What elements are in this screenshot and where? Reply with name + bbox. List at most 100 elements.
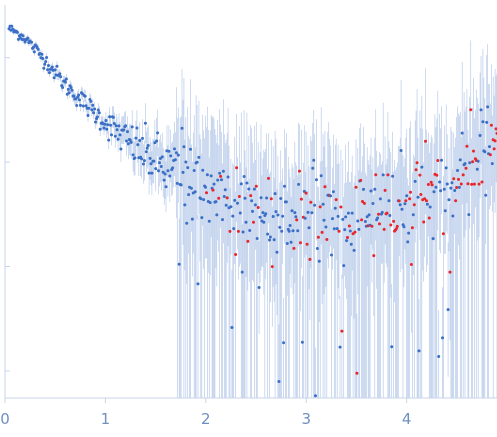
data-point bbox=[388, 214, 392, 217]
data-point-negative bbox=[299, 197, 303, 201]
data-point bbox=[59, 75, 63, 79]
data-point-negative bbox=[374, 173, 378, 177]
data-point bbox=[439, 189, 443, 193]
x-tick-label: 0 bbox=[0, 410, 10, 428]
data-point bbox=[55, 64, 59, 68]
data-point-negative bbox=[429, 180, 433, 184]
data-point bbox=[282, 341, 286, 345]
data-point bbox=[156, 131, 160, 135]
data-point bbox=[16, 30, 19, 34]
data-point-negative bbox=[404, 199, 408, 203]
data-point bbox=[204, 185, 207, 189]
data-point bbox=[277, 380, 281, 383]
data-point bbox=[460, 131, 464, 135]
data-point bbox=[255, 237, 259, 240]
data-point bbox=[252, 187, 256, 191]
data-point bbox=[290, 209, 294, 213]
data-point-negative bbox=[337, 229, 341, 233]
x-tick-label: 3 bbox=[301, 410, 311, 428]
data-point bbox=[349, 242, 353, 246]
data-point bbox=[150, 171, 154, 175]
data-point bbox=[488, 145, 491, 149]
data-point bbox=[181, 170, 185, 174]
data-point bbox=[45, 56, 49, 59]
data-point bbox=[438, 180, 442, 184]
data-point bbox=[177, 262, 181, 266]
data-point bbox=[342, 264, 346, 268]
data-point-negative bbox=[425, 199, 428, 203]
data-point bbox=[250, 199, 254, 203]
data-point-negative bbox=[424, 139, 427, 143]
data-point bbox=[296, 229, 300, 233]
data-point bbox=[186, 166, 190, 170]
data-point bbox=[291, 229, 295, 233]
data-point bbox=[321, 202, 325, 206]
data-point bbox=[40, 52, 44, 56]
data-point-negative bbox=[372, 254, 376, 258]
data-point bbox=[356, 219, 360, 223]
data-point bbox=[144, 150, 148, 154]
data-point-negative bbox=[419, 193, 423, 196]
data-point bbox=[221, 169, 225, 173]
data-point bbox=[222, 195, 226, 198]
data-point bbox=[160, 155, 164, 159]
data-point bbox=[134, 136, 138, 140]
data-point bbox=[288, 224, 292, 227]
data-point bbox=[183, 203, 187, 207]
data-point bbox=[411, 213, 415, 217]
data-point bbox=[402, 225, 406, 229]
data-point-negative bbox=[353, 230, 357, 234]
data-point bbox=[111, 115, 115, 119]
data-point bbox=[398, 203, 402, 207]
data-point bbox=[157, 169, 160, 173]
data-point bbox=[344, 215, 348, 219]
data-point-negative bbox=[435, 173, 439, 177]
data-point bbox=[77, 93, 81, 97]
data-point-negative bbox=[377, 212, 380, 216]
data-point bbox=[463, 162, 467, 166]
data-point bbox=[108, 115, 112, 119]
data-point bbox=[125, 139, 128, 143]
data-point bbox=[175, 181, 179, 185]
data-point bbox=[259, 196, 263, 200]
data-point bbox=[197, 155, 201, 159]
data-point bbox=[192, 169, 196, 172]
data-point-negative bbox=[295, 218, 299, 222]
data-point bbox=[244, 220, 248, 224]
data-point bbox=[143, 121, 147, 125]
data-point bbox=[196, 282, 200, 286]
data-point bbox=[195, 160, 199, 164]
data-point-negative bbox=[430, 183, 434, 187]
data-point-negative bbox=[489, 123, 493, 127]
data-point-negative bbox=[370, 224, 374, 228]
data-point bbox=[317, 259, 321, 263]
data-point bbox=[140, 157, 144, 161]
data-point-negative bbox=[325, 238, 329, 241]
data-point bbox=[74, 97, 78, 101]
data-point bbox=[124, 124, 128, 128]
data-point bbox=[145, 146, 149, 150]
data-point bbox=[371, 202, 375, 205]
data-point bbox=[456, 169, 459, 172]
x-tick-label: 2 bbox=[201, 410, 211, 428]
data-point bbox=[193, 190, 197, 194]
data-point bbox=[440, 158, 443, 162]
data-point bbox=[168, 174, 172, 178]
data-point bbox=[261, 211, 265, 215]
data-point-negative bbox=[254, 184, 258, 188]
data-point bbox=[380, 210, 384, 214]
data-point bbox=[369, 189, 373, 193]
data-point bbox=[311, 166, 315, 170]
data-point bbox=[266, 232, 270, 236]
data-point bbox=[61, 86, 65, 89]
data-point bbox=[310, 211, 314, 215]
data-point bbox=[405, 194, 409, 198]
data-point bbox=[281, 214, 285, 218]
data-point bbox=[431, 237, 435, 241]
data-point-negative bbox=[346, 236, 349, 239]
data-point-negative bbox=[469, 108, 473, 112]
data-point bbox=[378, 197, 382, 201]
data-point-negative bbox=[383, 188, 387, 192]
data-point bbox=[122, 128, 126, 132]
data-point-negative bbox=[454, 199, 458, 203]
